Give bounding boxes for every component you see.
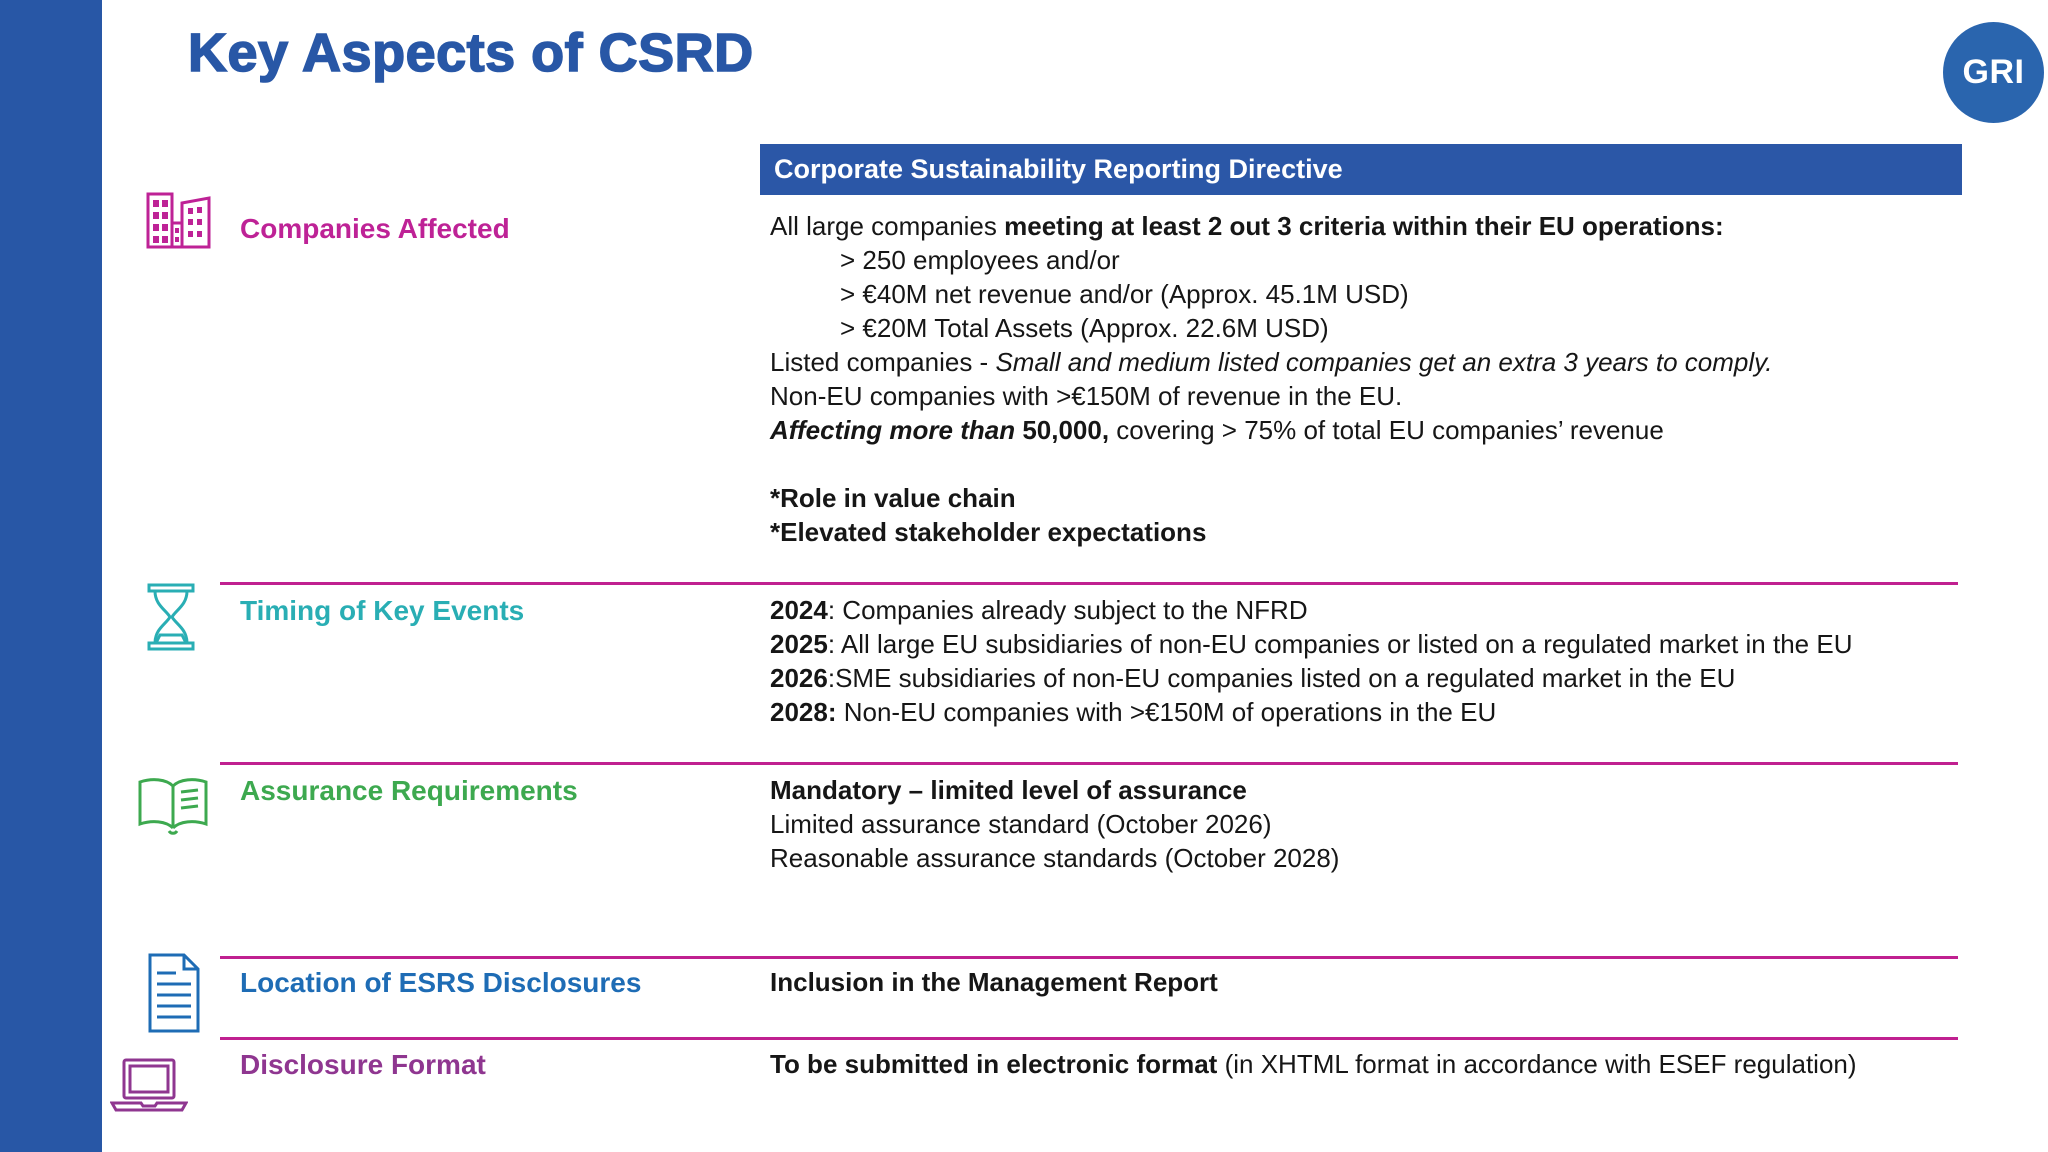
text-run: Inclusion in the Management Report [770,967,1218,997]
text-line: Mandatory – limited level of assurance [770,773,1339,807]
timing-content: 2024: Companies already subject to the N… [770,593,1852,729]
text-line: 2024: Companies already subject to the N… [770,593,1852,627]
text-run: > €40M net revenue and/or (Approx. 45.1M… [840,279,1409,309]
table-header: Corporate Sustainability Reporting Direc… [760,144,1962,195]
text-line: All large companies meeting at least 2 o… [770,209,1772,243]
row-divider [220,762,1958,765]
row-label-timing: Timing of Key Events [240,595,525,626]
text-line: Non-EU companies with >€150M of revenue … [770,379,1772,413]
text-run: Non-EU companies with >€150M of revenue … [770,381,1403,411]
companies-affected-content: All large companies meeting at least 2 o… [770,209,1772,549]
text-run: Small and medium listed companies get an… [995,347,1773,377]
text-line: *Elevated stakeholder expectations [770,515,1772,549]
text-run: > 250 employees and/or [840,245,1120,275]
text-run: meeting at least 2 out 3 criteria within… [1004,211,1724,241]
text-line: 2025: All large EU subsidiaries of non-E… [770,627,1852,661]
text-line: Affecting more than 50,000, covering > 7… [770,413,1772,447]
text-run: : All large EU subsidiaries of non-EU co… [827,629,1853,659]
row-label-location: Location of ESRS Disclosures [240,967,642,998]
text-run: 2024 [770,595,828,625]
hourglass-icon [146,583,196,651]
format-content: To be submitted in electronic format (in… [770,1047,1857,1081]
text-line: > €40M net revenue and/or (Approx. 45.1M… [770,277,1772,311]
document-icon [148,953,200,1033]
text-run: 2028: [770,697,837,727]
text-line: > 250 employees and/or [770,243,1772,277]
assurance-content: Mandatory – limited level of assurance L… [770,773,1339,875]
text-line: Limited assurance standard (October 2026… [770,807,1339,841]
text-line: Listed companies - Small and medium list… [770,345,1772,379]
text-run: Limited assurance standard (October 2026… [770,809,1272,839]
gri-logo: GRI [1943,22,2044,123]
row-label-format: Disclosure Format [240,1049,486,1080]
left-accent-bar [0,0,102,1152]
text-line: 2026:SME subsidiaries of non-EU companie… [770,661,1852,695]
text-run: Reasonable assurance standards (October … [770,843,1340,873]
text-line: 2028: Non-EU companies with >€150M of op… [770,695,1852,729]
text-run: 2026 [770,663,828,693]
text-run: > €20M Total Assets (Approx. 22.6M USD) [840,313,1329,343]
text-run: 2025 [770,629,828,659]
row-divider [220,1037,1958,1040]
text-run: Affecting more than [770,415,1023,445]
laptop-icon [110,1058,188,1114]
location-content: Inclusion in the Management Report [770,965,1218,999]
text-run: To be submitted in electronic format [770,1049,1218,1079]
text-run: All large companies [770,211,1005,241]
text-run: Non-EU companies with >€150M of operatio… [836,697,1497,727]
text-run: Mandatory – limited level of assurance [770,775,1247,805]
text-run: covering > 75% of total EU companies’ re… [1109,415,1664,445]
buildings-icon [138,191,215,249]
text-line: *Role in value chain [770,481,1772,515]
row-divider [220,582,1958,585]
row-divider [220,956,1958,959]
text-run: Listed companies - [770,347,996,377]
text-run: *Role in value chain [770,483,1016,513]
text-line: Inclusion in the Management Report [770,965,1218,999]
page-title: Key Aspects of CSRD [187,22,754,84]
open-book-icon [136,775,210,837]
text-run: (in XHTML format in accordance with ESEF… [1217,1049,1857,1079]
text-run: :SME subsidiaries of non-EU companies li… [827,663,1736,693]
text-run: 50,000, [1022,415,1110,445]
text-run: *Elevated stakeholder expectations [770,517,1207,547]
text-line: Reasonable assurance standards (October … [770,841,1339,875]
table-header-label: Corporate Sustainability Reporting Direc… [774,154,1343,184]
row-label-assurance: Assurance Requirements [240,775,578,806]
row-label-companies-affected: Companies Affected [240,213,510,244]
blank-line [770,447,1772,481]
text-line: > €20M Total Assets (Approx. 22.6M USD) [770,311,1772,345]
gri-logo-text: GRI [1962,53,2025,91]
text-run: : Companies already subject to the NFRD [827,595,1308,625]
text-line: To be submitted in electronic format (in… [770,1047,1857,1081]
